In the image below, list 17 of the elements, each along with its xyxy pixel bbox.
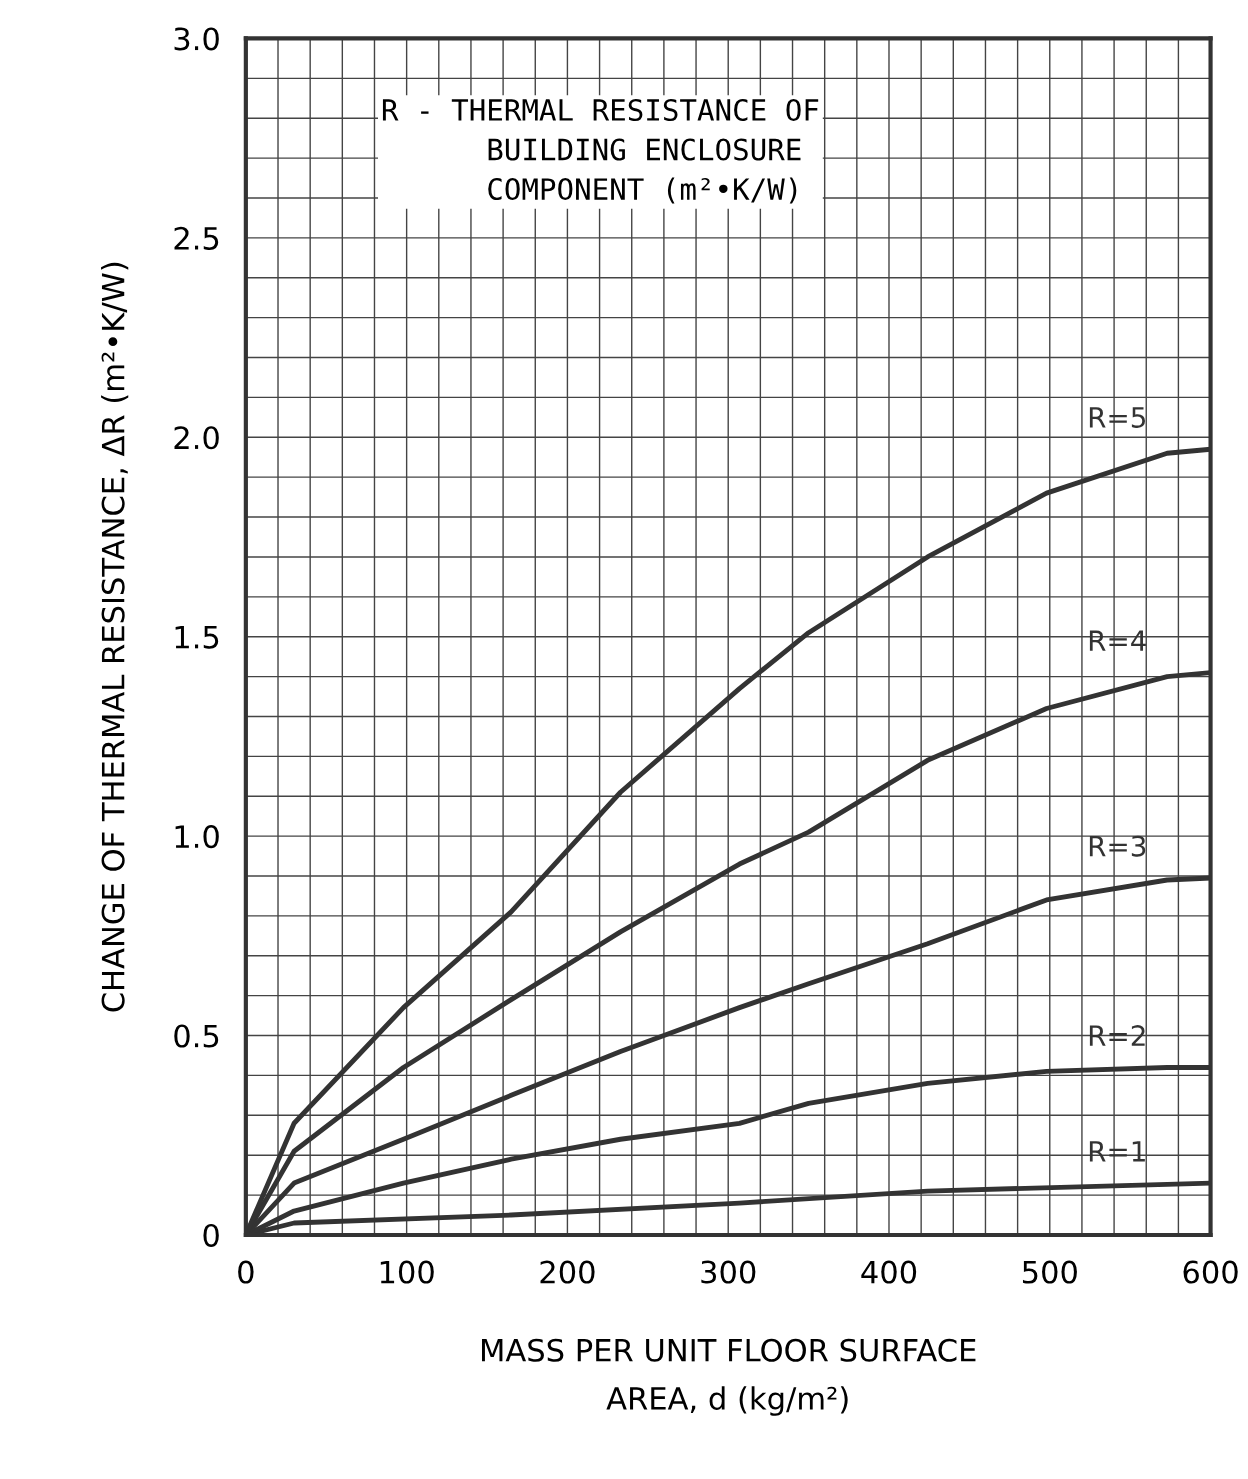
x-tick-label: 300 bbox=[701, 1260, 756, 1284]
y-tick-label: 2.5 bbox=[174, 226, 219, 250]
x-tick-label: 600 bbox=[1183, 1260, 1238, 1284]
y-tick-label: 1.5 bbox=[175, 626, 219, 649]
y-axis-title: CHANGE OF THERMAL RESISTANCE, ΔR (m²•K/W) bbox=[101, 262, 129, 1012]
x-axis-title: MASS PER UNIT FLOOR SURFACE AREA, d (kg/m²) bbox=[482, 1338, 976, 1416]
y-tick-label: 0.5 bbox=[174, 1024, 219, 1048]
y-tick-label: 1.0 bbox=[175, 825, 219, 849]
y-tick-label: 2.0 bbox=[174, 426, 219, 450]
x-tick-label: 500 bbox=[1022, 1260, 1077, 1284]
x-tick-label: 100 bbox=[380, 1260, 434, 1284]
y-tick-label: 0 bbox=[203, 1223, 219, 1248]
y-tick-label: 3.0 bbox=[174, 27, 219, 51]
x-tick-label: 0 bbox=[238, 1260, 254, 1284]
x-tick-label: 400 bbox=[861, 1260, 917, 1284]
x-tick-label: 200 bbox=[540, 1260, 595, 1284]
annotation: R - THERMAL RESISTANCE OF BUILDING ENCLOSURE COMPONENT (m²•K/W) bbox=[382, 98, 819, 204]
